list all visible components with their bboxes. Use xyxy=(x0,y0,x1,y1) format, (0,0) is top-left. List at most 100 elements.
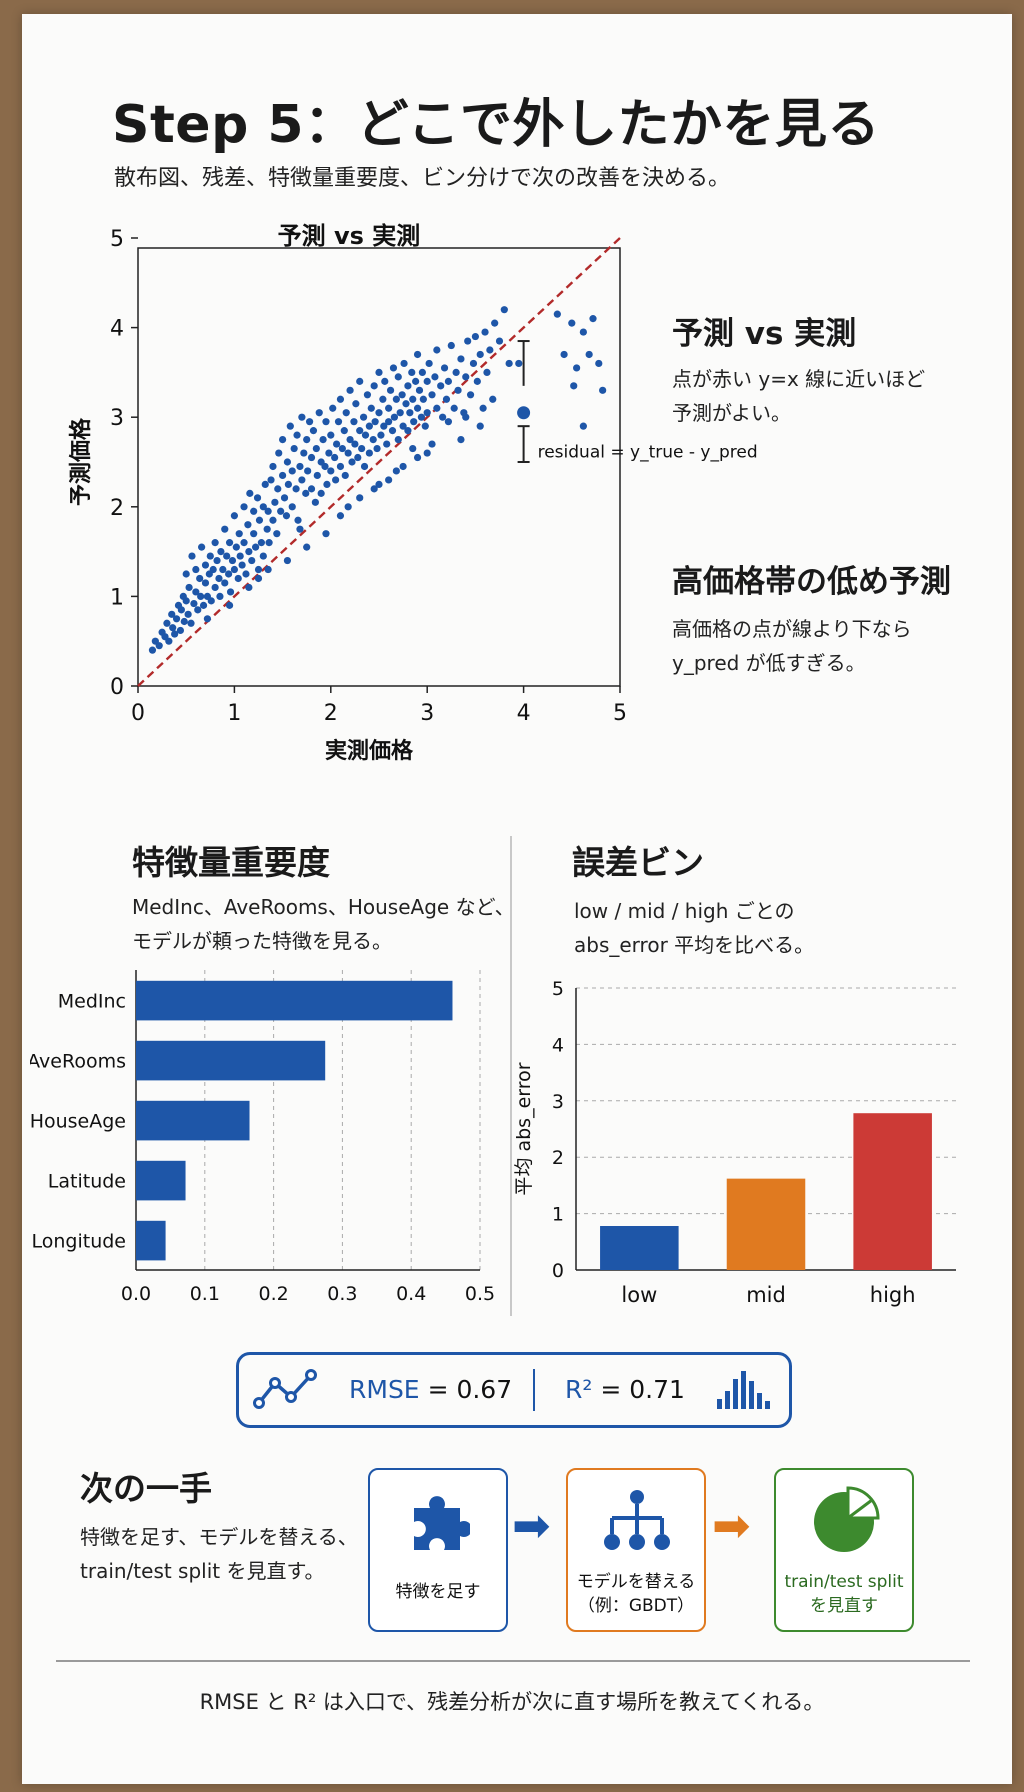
scatter-point xyxy=(476,422,484,430)
scatter-point xyxy=(257,539,265,547)
scatter-point xyxy=(182,570,190,578)
rmse-metric: RMSE = 0.67 xyxy=(349,1375,512,1404)
scatter-point xyxy=(313,471,321,480)
scatter-point xyxy=(373,444,381,453)
scatter-point xyxy=(296,525,304,533)
scatter-point xyxy=(217,548,225,556)
scatter-point xyxy=(500,306,508,314)
scatter-point xyxy=(325,449,333,457)
x-tick-label: 2 xyxy=(324,701,338,726)
step-label-line: を見直す xyxy=(810,1596,878,1616)
scatter-point xyxy=(346,436,354,444)
scatter-point xyxy=(322,530,330,538)
scatter-chart: 予測 vs 実測 0 1 2 3 4 5 0 1 2 3 4 5 実測価格 予測価格 residual = y… xyxy=(68,222,758,764)
scatter-point xyxy=(184,610,192,618)
scatter-point xyxy=(311,498,319,506)
scatter-point xyxy=(203,615,212,623)
scatter-point xyxy=(303,436,311,444)
page-title: Step 5：どこで外したかを見る xyxy=(112,95,881,155)
footer-divider xyxy=(56,1660,970,1662)
scatter-point xyxy=(409,395,417,403)
scatter-point xyxy=(235,530,243,538)
scatter-point xyxy=(232,543,240,551)
scatter-point xyxy=(207,597,215,605)
residual-annotation: residual = y_true - y_pred xyxy=(538,443,758,463)
scatter-point xyxy=(264,565,272,574)
scatter-point xyxy=(388,427,397,435)
scatter-point xyxy=(413,453,422,462)
importance-category-label: AveRooms xyxy=(30,1051,126,1073)
scatter-point xyxy=(595,359,603,368)
next-steps-text-line: train/test split を見直す。 xyxy=(80,1559,325,1583)
scatter-point xyxy=(163,619,171,627)
scatter-point xyxy=(187,619,195,627)
scatter-point xyxy=(379,395,387,403)
scatter-point xyxy=(423,409,431,417)
scatter-point xyxy=(385,404,393,412)
scatter-point xyxy=(553,310,561,318)
scatter-point xyxy=(273,530,281,538)
errorbin-text-line: low / mid / high ごとの xyxy=(574,899,795,923)
section-divider xyxy=(510,836,512,1316)
scatter-point xyxy=(148,646,157,654)
scatter-point xyxy=(305,418,314,426)
errorbin-y-tick-label: 0 xyxy=(552,1260,564,1282)
scatter-point xyxy=(599,386,607,394)
scatter-point xyxy=(190,599,198,608)
scatter-point xyxy=(371,418,379,426)
errorbin-bar xyxy=(600,1226,679,1270)
scatter-point xyxy=(192,588,200,596)
scatter-point xyxy=(404,382,412,390)
scatter-point xyxy=(240,503,248,511)
r2-value: = 0.71 xyxy=(600,1375,685,1404)
scatter-point xyxy=(412,377,420,385)
scatter-point xyxy=(495,337,504,345)
scatter-point xyxy=(259,503,267,511)
scatter-point xyxy=(322,418,330,426)
scatter-point xyxy=(271,498,279,506)
scatter-point xyxy=(275,449,283,457)
scatter-point xyxy=(394,373,402,381)
scatter-point xyxy=(252,543,260,551)
x-axis-label: 実測価格 xyxy=(325,738,414,764)
bar-chart-icon xyxy=(717,1371,770,1409)
scatter-point xyxy=(418,368,426,376)
scatter-point xyxy=(234,574,242,583)
scatter-point xyxy=(332,476,340,484)
errorbin-y-tick-label: 5 xyxy=(552,978,564,1000)
scatter-point xyxy=(269,516,277,524)
scatter-point xyxy=(336,512,345,520)
scatter-point xyxy=(381,377,389,385)
importance-category-label: Longitude xyxy=(32,1231,127,1253)
scatter-point xyxy=(406,409,414,417)
scatter-point xyxy=(196,574,204,583)
scatter-point xyxy=(473,377,481,385)
scatter-point xyxy=(413,350,422,359)
card-text-line: 予測がよい。 xyxy=(672,401,791,425)
scatter-point xyxy=(370,485,378,493)
scatter-point xyxy=(307,453,316,462)
scatter-point xyxy=(290,444,298,453)
scatter-point xyxy=(481,328,489,336)
scatter-point xyxy=(479,404,487,412)
scatter-point xyxy=(180,617,188,626)
scatter-point xyxy=(399,462,407,471)
scatter-point xyxy=(198,543,206,551)
scatter-point xyxy=(185,583,193,592)
y-tick-label: 1 xyxy=(110,585,124,610)
scatter-point xyxy=(294,516,302,524)
scatter-point xyxy=(165,637,173,645)
errorbin-y-tick-label: 3 xyxy=(552,1091,564,1113)
scatter-point xyxy=(390,413,399,421)
scatter-point xyxy=(230,512,238,520)
importance-text-line: モデルが頼った特徴を見る。 xyxy=(132,929,392,953)
x-tick-label: 3 xyxy=(420,701,434,726)
scatter-point xyxy=(286,422,294,430)
scatter-point xyxy=(298,476,306,484)
importance-text: MedInc、AveRooms、HouseAge など、 モデルが頼った特徴を見… xyxy=(132,890,515,958)
card-pred-vs-actual-text: 点が赤い y=x 線に近いほど 予測がよい。 xyxy=(672,362,925,430)
scatter-point xyxy=(315,409,323,417)
scatter-point xyxy=(282,512,291,520)
scatter-point xyxy=(209,565,217,574)
scatter-point xyxy=(356,494,364,502)
